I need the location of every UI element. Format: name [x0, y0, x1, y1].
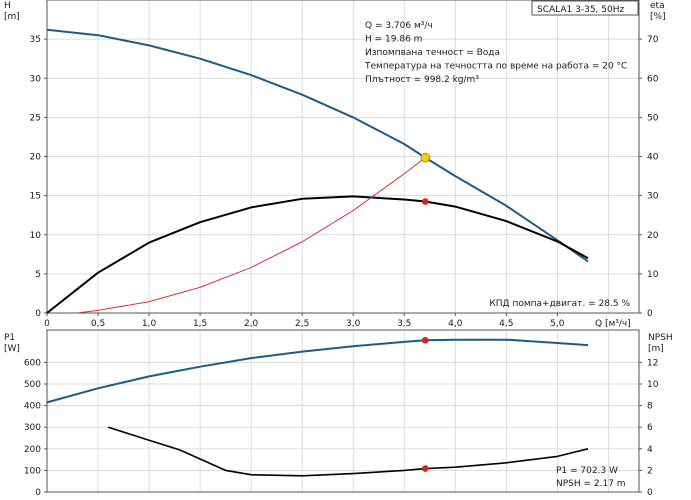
top-ylabel-left: H [m]	[4, 1, 20, 22]
top-y-tick-label: 30	[30, 74, 42, 84]
bottom-y-tick-label: 0	[35, 488, 41, 498]
bottom-y2-tick-label: 0	[647, 488, 653, 498]
bottom-y-tick-label: 200	[24, 445, 41, 455]
top-annotation-line: Температура на течността по време на раб…	[364, 62, 627, 72]
bottom-y2-tick-label: 10	[647, 380, 659, 390]
system-curve	[77, 157, 426, 314]
top-y2-tick-label: 50	[647, 113, 659, 123]
title-box	[531, 0, 639, 16]
top-annotation-line: Q = 3.706 м³/ч	[365, 21, 433, 31]
bottom-annotation-line: NPSH = 2.17 m	[556, 479, 626, 489]
top-y2-tick-label: 10	[647, 270, 659, 280]
bottom-y-tick-label: 300	[24, 423, 41, 433]
bottom-y2-tick-label: 12	[647, 358, 658, 368]
bottom-y2-tick-label: 2	[647, 466, 653, 476]
top-x-tick-label: 1,0	[142, 319, 157, 329]
head-curve	[46, 28, 589, 263]
bottom-ylabel-right: NPSH [m]	[648, 333, 673, 354]
top-x-tick-label: 2,5	[295, 319, 309, 329]
bottom-series	[46, 337, 589, 477]
top-x-tick-label: 2,0	[244, 319, 259, 329]
top-y2-tick-label: 70	[647, 35, 659, 45]
bottom-grid	[46, 330, 639, 493]
duty-point	[420, 152, 431, 163]
top-annotation-line: H = 19.86 m	[365, 35, 422, 45]
bottom-y-tick-label: 500	[24, 380, 41, 390]
top-x-tick-label: 0,5	[91, 319, 105, 329]
top-series	[46, 28, 589, 314]
top-annotation-line: Плътност = 998.2 kg/m³	[365, 75, 479, 85]
bottom-y-tick-label: 600	[24, 358, 41, 368]
top-axis-ticks: 0 0,5 1,0 1,5 2,0 2,5 3,0 3,5 4,0 4,5 5,0 0 5 10 15 20 2…	[30, 35, 659, 329]
top-y-tick-label: 15	[30, 192, 41, 202]
top-y2-tick-label: 20	[647, 231, 659, 241]
npsh-operating-point	[421, 465, 429, 472]
bottom-ylabel-left: P1 [W]	[4, 333, 20, 354]
top-y2-tick-label: 30	[647, 192, 659, 202]
bottom-y2-tick-label: 6	[647, 423, 653, 433]
top-grid	[46, 0, 639, 314]
top-x-tick-label: 0	[44, 319, 50, 329]
efficiency-curve	[46, 195, 589, 314]
top-x-tick-label: 3,0	[346, 319, 361, 329]
top-x-tick-label: 1,5	[193, 319, 207, 329]
bottom-annotations: P1 = 702.3 W NPSH = 2.17 m	[556, 466, 626, 489]
top-y2-tick-label: 40	[647, 153, 659, 163]
top-y-tick-label: 5	[35, 270, 41, 280]
top-xlabel: Q [м³/ч]	[595, 319, 631, 329]
efficiency-operating-point	[421, 198, 429, 205]
top-x-tick-label: 5,0	[550, 319, 565, 329]
bottom-plot-frame	[46, 329, 640, 493]
top-y-tick-label: 10	[30, 231, 42, 241]
power-curve	[46, 338, 589, 404]
bottom-axis-ticks: 0 100 200 300 400 500 600 0 2 4 6 8 10 12	[24, 358, 659, 498]
top-y-tick-label: 0	[35, 309, 41, 319]
npsh-curve	[107, 426, 589, 477]
bottom-y-tick-label: 100	[24, 466, 41, 476]
top-x-tick-label: 4,5	[499, 319, 513, 329]
top-x-tick-label: 3,5	[397, 319, 411, 329]
bottom-y2-tick-label: 4	[647, 445, 653, 455]
top-y-tick-label: 35	[30, 35, 41, 45]
top-annotation-line: Изпомпвана течност = Вода	[365, 48, 500, 58]
top-y-tick-label: 25	[30, 113, 41, 123]
top-x-tick-label: 4,0	[448, 319, 463, 329]
bottom-y-tick-label: 400	[24, 402, 41, 412]
top-y-tick-label: 20	[30, 153, 42, 163]
chart-title: SCALA1 3-35, 50Hz	[537, 5, 624, 15]
power-operating-point	[421, 337, 429, 344]
top-ylabel-right: eta [%]	[650, 1, 666, 22]
top-annotations: Q = 3.706 м³/ч H = 19.86 m Изпомпвана течн…	[364, 21, 627, 85]
top-y2-tick-label: 60	[647, 74, 659, 84]
bottom-y2-tick-label: 8	[647, 402, 653, 412]
top-y2-tick-label: 0	[647, 309, 653, 319]
efficiency-note: КПД помпа+двигат. = 28.5 %	[489, 299, 630, 309]
bottom-annotation-line: P1 = 702.3 W	[556, 466, 618, 476]
